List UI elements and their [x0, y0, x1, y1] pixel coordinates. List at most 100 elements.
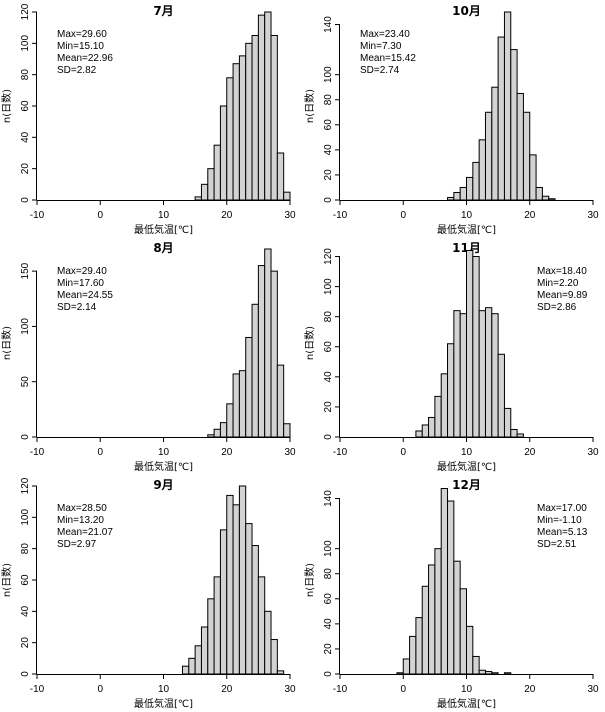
x-tick-label: -10 [333, 684, 348, 695]
histogram-bar [428, 416, 436, 438]
x-tick-label: 30 [284, 210, 296, 221]
panel-title: 10月 [452, 4, 481, 18]
histogram-bar [472, 161, 480, 201]
stats-line: SD=2.97 [57, 539, 97, 550]
y-tick-label: 100 [323, 278, 334, 295]
x-tick-label: 20 [524, 210, 536, 221]
y-tick-label: 0 [323, 671, 334, 677]
histogram-bar [497, 36, 505, 201]
stats-line: SD=2.51 [537, 539, 577, 550]
histogram-bar [251, 35, 259, 201]
histogram-bar [428, 564, 436, 675]
histogram-bar [232, 373, 240, 438]
histogram-bar [447, 343, 455, 438]
stats-line: Mean=22.96 [57, 53, 113, 64]
histogram-bar [421, 585, 430, 675]
x-axis-label: 最低気温[℃] [437, 460, 496, 473]
panel-title: 8月 [153, 241, 173, 255]
histogram-bar [421, 424, 430, 438]
stats-line: Max=23.40 [360, 29, 410, 40]
histogram-bar [440, 488, 449, 675]
y-axis: 0 20 40 60 80 100 120 [20, 477, 37, 677]
y-axis: 0 20 40 60 80 100 120 [323, 248, 340, 440]
histogram-bar [245, 523, 253, 675]
y-tick-label: 20 [323, 401, 334, 413]
y-tick-label: 40 [20, 131, 31, 143]
histogram-bar [529, 154, 537, 201]
histogram-bar [238, 370, 247, 438]
x-axis-label: 最低気温[℃] [134, 697, 193, 710]
y-tick-label: 100 [20, 509, 31, 526]
histogram-bar [434, 548, 442, 675]
x-tick-label: 30 [284, 684, 296, 695]
histogram-bar [245, 42, 253, 201]
histogram-bar [194, 196, 202, 201]
histogram-bar [503, 672, 512, 675]
histogram-bar [213, 144, 221, 201]
y-tick-label: 100 [323, 540, 334, 557]
x-tick-label: -10 [333, 447, 348, 458]
histogram-bar [491, 672, 499, 675]
histogram-bar [522, 111, 531, 201]
histogram-bar [226, 403, 234, 438]
y-axis-label: n(日数) [0, 563, 13, 597]
x-axis-label: 最低気温[℃] [437, 697, 496, 710]
histogram-bar [219, 105, 228, 201]
histogram-bar [181, 665, 190, 675]
x-axis: -10 0 10 20 30 [30, 200, 296, 221]
y-tick-label: 20 [20, 637, 31, 649]
histogram-bar [478, 310, 486, 438]
panel-title: 12月 [452, 478, 481, 492]
histogram-bar [276, 152, 285, 201]
histogram-bar [516, 92, 524, 201]
histogram-bar [466, 625, 474, 675]
y-tick-label: 120 [323, 248, 334, 265]
y-tick-label: 0 [20, 197, 31, 203]
y-tick-label: 20 [323, 169, 334, 181]
histogram-panel-5: 9月 -10 0 10 20 30 最低気温[℃] 0 20 40 60 80 100 120 n(日数) M… [0, 474, 302, 711]
histogram-bar [447, 196, 455, 201]
histogram-bar [472, 256, 480, 438]
histogram-bar [453, 310, 461, 438]
y-tick-label: 40 [323, 618, 334, 630]
stats-line: Mean=15.42 [360, 53, 416, 64]
histogram-bar [466, 176, 474, 201]
x-axis: -10 0 10 20 30 [333, 200, 599, 221]
y-axis: 0 20 40 60 80 100 120 [20, 3, 37, 203]
histogram-bar [497, 353, 505, 438]
histogram-svg: 10月 -10 0 10 20 30 最低気温[℃] 0 20 40 60 80 100 140 n(日数)… [303, 4, 599, 236]
bars [181, 485, 285, 675]
x-axis-label: 最低気温[℃] [437, 223, 496, 236]
histogram-bar [213, 576, 221, 675]
histogram-bar [207, 598, 215, 675]
stats-line: SD=2.82 [57, 65, 97, 76]
histogram-bar [453, 560, 461, 675]
histogram-bar [283, 191, 291, 201]
histogram-bar [516, 433, 524, 438]
histogram-bar [466, 250, 474, 438]
y-tick-label: 0 [20, 434, 31, 440]
x-tick-label: 20 [221, 684, 233, 695]
stats-line: Min=2.20 [537, 278, 579, 289]
y-axis: 0 20 40 60 80 100 140 [323, 16, 340, 203]
bars [194, 11, 291, 201]
x-tick-label: 20 [524, 447, 536, 458]
x-tick-label: 10 [158, 684, 170, 695]
panel-title: 7月 [153, 4, 173, 18]
x-tick-label: 0 [400, 684, 406, 695]
x-axis: -10 0 10 20 30 [30, 437, 296, 458]
y-tick-label: 0 [20, 671, 31, 677]
x-tick-label: 10 [158, 210, 170, 221]
histogram-bar [459, 186, 467, 201]
y-axis: 0 20 40 60 80 100 140 [323, 490, 340, 677]
histogram-bar [257, 576, 266, 675]
histogram-bar [491, 313, 499, 438]
x-tick-label: 20 [221, 210, 233, 221]
y-tick-label: 60 [20, 100, 31, 112]
histogram-bar [415, 617, 423, 675]
y-tick-label: 80 [20, 69, 31, 81]
histogram-bar [188, 657, 196, 675]
y-tick-label: 50 [20, 376, 31, 388]
bars [447, 11, 556, 201]
